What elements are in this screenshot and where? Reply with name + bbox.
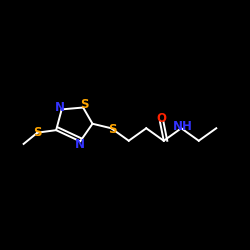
Text: S: S [80, 98, 88, 111]
Text: S: S [33, 126, 42, 139]
Text: NH: NH [172, 120, 193, 133]
Text: N: N [75, 138, 85, 151]
Text: S: S [108, 123, 116, 136]
Text: N: N [55, 101, 65, 114]
Text: O: O [157, 112, 167, 125]
